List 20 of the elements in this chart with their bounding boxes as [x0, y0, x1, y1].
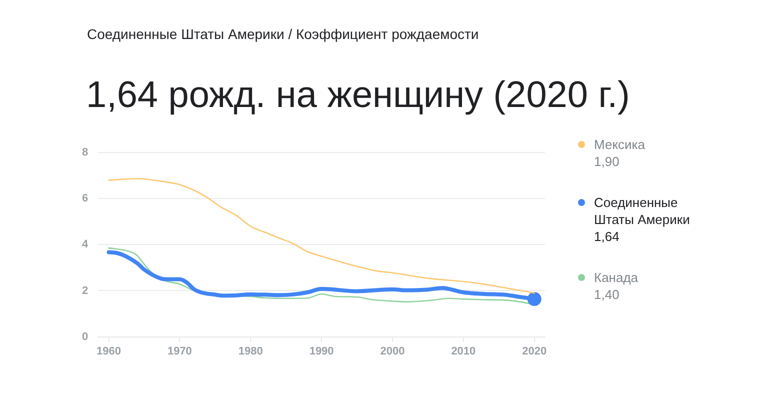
x-tick-label: 2020 — [522, 345, 547, 358]
x-tick-label: 1960 — [96, 345, 121, 358]
legend-label: Мексика — [594, 136, 646, 153]
chart-subtitle: Соединенные Штаты Америки / Коэффициент рождаемости — [87, 26, 479, 42]
text: 1,40 — [594, 286, 620, 303]
text: 1,64 — [594, 228, 620, 245]
x-tick-label: 1990 — [309, 345, 334, 358]
y-tick-label: 4 — [82, 238, 89, 251]
legend-label: Соединенные Штаты Америки — [594, 194, 691, 228]
x-tick-label: 1980 — [238, 345, 263, 358]
text: 1,90 — [594, 153, 620, 170]
y-tick-label: 2 — [82, 284, 88, 297]
y-tick-label: 6 — [82, 192, 88, 205]
legend-label: Канада — [594, 269, 640, 286]
x-tick-label: 2000 — [380, 345, 405, 358]
y-tick-label: 0 — [82, 330, 88, 343]
y-tick-label: 8 — [82, 146, 88, 159]
x-tick-label: 2010 — [451, 345, 476, 358]
x-tick-label: 1970 — [167, 345, 192, 358]
chart-title: 1,64 рожд. на женщину (2020 г.) — [86, 74, 630, 116]
